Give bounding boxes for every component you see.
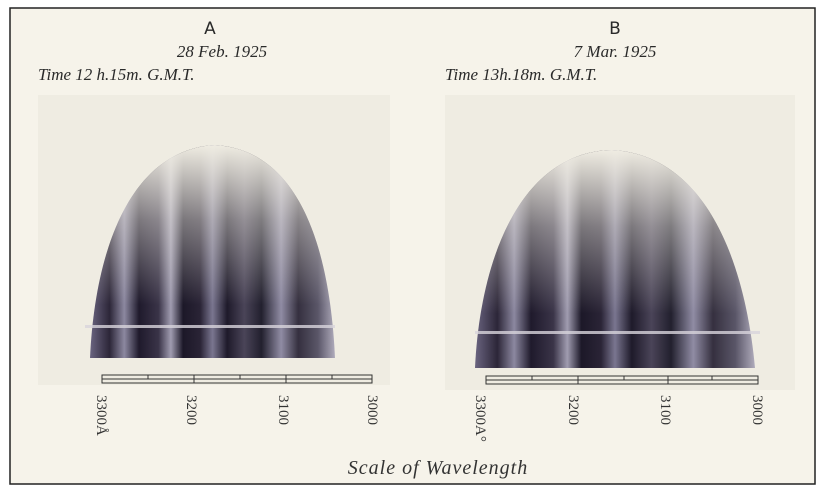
band (85, 325, 335, 328)
panel-date: 28 Feb. 1925 (177, 42, 267, 61)
panel-time: Time 12 h.15m. G.M.T. (38, 65, 194, 84)
scale-label: 3200 (183, 395, 199, 425)
scale-label: 3100 (657, 395, 673, 425)
scale-label: 3300A° (472, 395, 488, 442)
spectrum-fade (90, 145, 335, 358)
panel-label: B (609, 19, 621, 39)
band (475, 331, 760, 334)
panel-label: A (204, 19, 216, 39)
scale-label: 3000 (749, 395, 765, 425)
scale-ticks (102, 375, 372, 383)
caption: Scale of Wavelength (348, 457, 528, 479)
spectrum-fade (475, 150, 755, 368)
scale-label: 3200 (565, 395, 581, 425)
scale-label: 3300Å (93, 395, 109, 436)
panel-time: Time 13h.18m. G.M.T. (445, 65, 597, 84)
scale-label: 3000 (364, 395, 380, 425)
panel-date: 7 Mar. 1925 (574, 42, 657, 61)
scale-label: 3100 (275, 395, 291, 425)
scale-ticks (486, 376, 758, 384)
